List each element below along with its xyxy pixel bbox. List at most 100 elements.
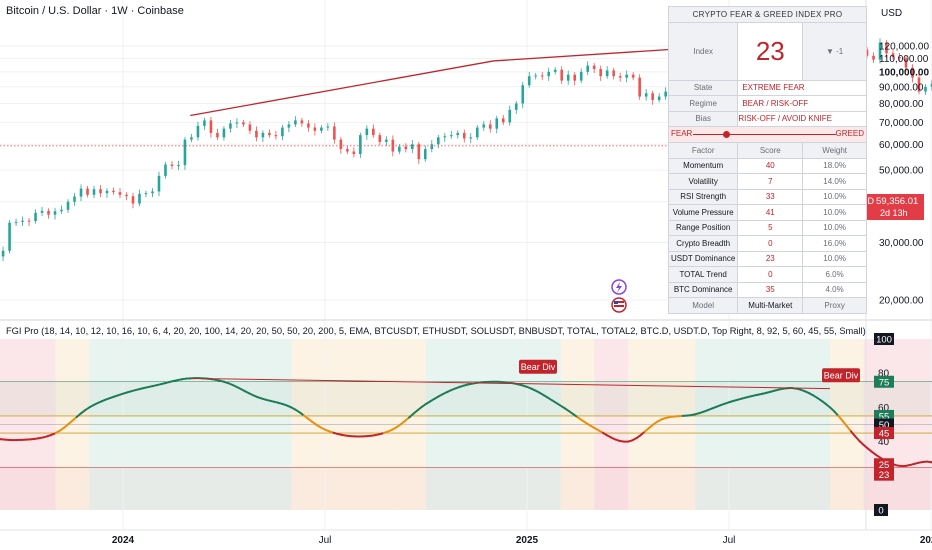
candle-body xyxy=(612,70,615,77)
fgi-line-segment xyxy=(837,414,844,422)
candle-body xyxy=(320,127,323,131)
candle-body xyxy=(216,132,219,138)
candle-body xyxy=(385,139,388,142)
price-tick-label[interactable]: 100,000.00 xyxy=(879,67,929,78)
candle-body xyxy=(430,144,434,150)
candle-body xyxy=(651,93,654,100)
price-tick-label[interactable]: 70,000.00 xyxy=(879,118,924,129)
candle-body xyxy=(352,151,356,155)
candle-body xyxy=(456,132,460,136)
candle-body xyxy=(424,149,427,160)
price-tick-label[interactable]: 50,000.00 xyxy=(879,166,924,177)
fgi-line-segment xyxy=(833,410,840,417)
bear-div-badge xyxy=(519,359,557,374)
candle-body xyxy=(86,188,89,195)
price-tick-label[interactable]: 30,000.00 xyxy=(879,238,924,249)
candle-body xyxy=(885,42,888,54)
candle-body xyxy=(105,190,109,194)
candle-body xyxy=(183,139,187,166)
candle-body xyxy=(592,65,596,70)
fgi-level-badge-label: 50 xyxy=(879,420,890,431)
price-tick-label[interactable]: 110,000.00 xyxy=(879,54,929,65)
factor-weight: 10.0% xyxy=(802,188,867,205)
fgi-tick-label[interactable]: 60 xyxy=(878,403,890,414)
candle-body xyxy=(560,69,564,81)
weight-header: Weight xyxy=(802,142,867,159)
factor-name: BTC Dominance xyxy=(667,281,739,298)
candle-body xyxy=(625,74,628,78)
bear-div-badge xyxy=(822,368,860,383)
flag-icon[interactable] xyxy=(611,297,627,313)
candle-body xyxy=(14,221,18,223)
factor-weight: 6.0% xyxy=(802,266,867,283)
price-tick-label[interactable]: 80,000.00 xyxy=(879,99,924,110)
fgi-tick-label[interactable]: 80 xyxy=(878,369,890,380)
candle-body xyxy=(566,74,570,81)
time-tick-label[interactable]: Jul xyxy=(319,535,332,546)
time-tick-label[interactable]: Jul xyxy=(723,535,736,546)
fgi-level-badge-label: 75 xyxy=(879,377,890,388)
time-tick-label[interactable]: 2024 xyxy=(112,535,135,546)
lightning-icon[interactable] xyxy=(611,279,627,295)
candle-body xyxy=(878,42,882,60)
fgi-level-badge-label: 100 xyxy=(876,335,892,346)
fgi-line-segment xyxy=(841,419,848,428)
candle-body xyxy=(664,91,667,97)
factor-score: 35 xyxy=(737,281,804,298)
factor-weight: 10.0% xyxy=(802,204,867,221)
candle-body xyxy=(203,120,206,126)
price-tick-label[interactable]: 120,000.00 xyxy=(879,42,929,53)
factor-weight: 18.0% xyxy=(802,157,867,174)
fgi-line-segment xyxy=(854,435,861,443)
candle-body xyxy=(177,165,180,167)
factor-weight: 16.0% xyxy=(802,235,867,252)
candle-body xyxy=(307,123,310,128)
fgi-line-segment xyxy=(850,430,857,438)
candle-body xyxy=(151,191,154,194)
candle-body xyxy=(21,220,24,222)
fgi-level-badge xyxy=(874,427,894,440)
fgi-level-badge xyxy=(874,458,894,471)
divergence-line xyxy=(190,377,831,390)
fgi-tick-label[interactable]: 40 xyxy=(878,437,890,448)
candle-body xyxy=(599,69,602,77)
candle-body xyxy=(261,132,265,138)
candle-body xyxy=(586,65,590,72)
candle-body xyxy=(79,188,83,197)
candle-body xyxy=(170,164,174,166)
slider-knob xyxy=(722,131,730,138)
candle-body xyxy=(222,128,226,138)
candle-body xyxy=(436,137,440,145)
factor-row: Momentum 40 18.0% xyxy=(667,157,867,174)
greed-zone xyxy=(0,381,932,416)
candle-body xyxy=(573,74,577,81)
factor-score: 40 xyxy=(737,157,804,174)
candle-body xyxy=(333,126,336,140)
state-label: State xyxy=(667,79,739,96)
candle-body xyxy=(60,209,63,212)
bear-div-label: Bear Div xyxy=(521,362,556,372)
time-tick-label[interactable]: 2025 xyxy=(516,535,539,546)
candle-body xyxy=(469,137,473,139)
factor-row: RSI Strength 33 10.0% xyxy=(667,188,867,205)
price-tick-label[interactable]: 90,000.00 xyxy=(879,82,924,93)
time-tick-label[interactable]: 2026 xyxy=(920,535,932,546)
candle-body xyxy=(255,130,258,138)
candle-body xyxy=(534,75,538,77)
candle-body xyxy=(300,120,304,124)
candle-body xyxy=(196,125,200,138)
candle-body xyxy=(326,126,330,128)
candle-body xyxy=(618,76,622,78)
price-badge-value: 59,356.01 xyxy=(876,196,918,207)
factor-score: 0 xyxy=(737,266,804,283)
factor-name: Volatility xyxy=(667,173,739,190)
fgi-table-title: CRYPTO FEAR & GREED INDEX PRO xyxy=(668,6,867,23)
price-tick-label[interactable]: 60,000.00 xyxy=(879,140,924,151)
price-tick-label[interactable]: 20,000.00 xyxy=(879,296,924,307)
factor-row: Volume Pressure 41 10.0% xyxy=(667,204,867,221)
model-label: Model xyxy=(667,297,739,314)
candle-body xyxy=(898,57,901,59)
score-header: Score xyxy=(737,142,804,159)
